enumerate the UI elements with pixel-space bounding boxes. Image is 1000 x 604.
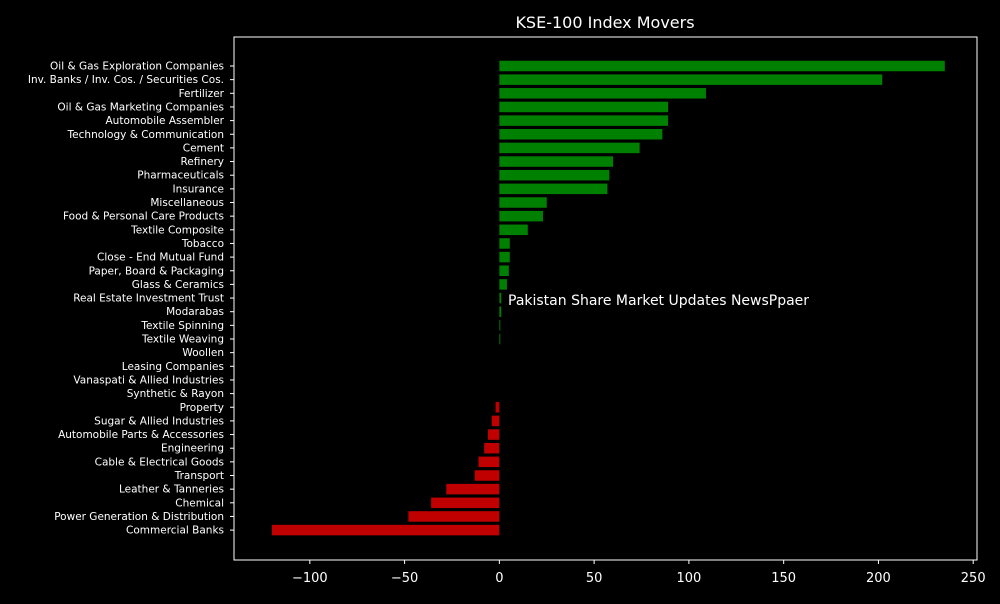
category-label: Inv. Banks / Inv. Cos. / Securities Cos. [28, 74, 224, 86]
bar-cable-electrical-goods [478, 456, 500, 468]
category-label: Modarabas [166, 306, 224, 318]
bar-miscellaneous [499, 197, 547, 208]
category-label: Leather & Tanneries [119, 484, 224, 496]
bar-textile-weaving [499, 333, 501, 345]
bar-inv-banks-inv-cos-securities-cos [499, 74, 883, 85]
category-label: Food & Personal Care Products [63, 211, 224, 223]
category-label: Technology & Communication [67, 129, 224, 141]
bar-glass-ceramics [499, 279, 507, 290]
category-label: Fertilizer [179, 88, 225, 100]
bar-transport [474, 470, 500, 481]
category-label: Transport [174, 470, 224, 482]
category-label: Close - End Mutual Fund [97, 252, 224, 264]
x-tick-label: −100 [292, 571, 328, 586]
bar-pharmaceuticals [499, 169, 610, 181]
category-label: Pharmaceuticals [137, 170, 224, 182]
category-label: Oil & Gas Exploration Companies [50, 61, 224, 73]
bar-commercial-banks [271, 524, 500, 536]
category-label: Real Estate Investment Trust [73, 293, 224, 305]
category-label: Textile Composite [130, 224, 224, 236]
category-label: Automobile Parts & Accessories [58, 429, 224, 441]
watermark-annotation: Pakistan Share Market Updates NewsPpaer [508, 293, 809, 309]
category-label: Property [180, 402, 224, 414]
bar-paper-board-packaging [499, 265, 509, 276]
bar-tobacco [499, 238, 510, 249]
bar-sugar-allied-industries [491, 415, 500, 427]
bar-oil-gas-marketing-companies [499, 101, 669, 113]
category-label: Tobacco [181, 238, 224, 250]
bar-oil-gas-exploration-companies [499, 60, 945, 72]
category-label: Automobile Assembler [106, 115, 225, 127]
category-label: Oil & Gas Marketing Companies [57, 101, 224, 113]
x-tick-label: 100 [676, 571, 701, 586]
bar-engineering [484, 442, 500, 454]
x-tick-label: 50 [586, 571, 603, 586]
category-label: Textile Spinning [140, 320, 224, 332]
bar-textile-spinning [499, 320, 501, 331]
bar-leather-tanneries [446, 483, 500, 495]
x-tick-label: −50 [391, 571, 418, 586]
category-label: Engineering [161, 443, 224, 455]
x-axis-ticks: −100 −50 0 50 100 150 200 250 [292, 560, 986, 586]
category-label: Woollen [182, 347, 224, 359]
category-label: Synthetic & Rayon [127, 388, 224, 400]
bar-fertilizer [499, 88, 706, 99]
x-tick-label: 0 [495, 571, 503, 586]
bars-group [271, 60, 945, 536]
category-label: Cement [183, 142, 224, 154]
bar-food-personal-care-products [499, 210, 543, 222]
category-label: Leasing Companies [122, 361, 224, 373]
bar-real-estate-investment-trust [499, 292, 502, 304]
bar-power-generation-distribution [408, 511, 500, 522]
bar-refinery [499, 156, 614, 167]
bar-insurance [499, 183, 608, 195]
bar-automobile-assembler [499, 115, 669, 126]
category-label: Vanaspati & Allied Industries [73, 374, 224, 386]
category-label: Insurance [172, 183, 224, 195]
x-tick-label: 250 [961, 571, 986, 586]
bar-technology-communication [499, 129, 663, 140]
category-label: Textile Weaving [141, 334, 224, 346]
bar-modarabas [499, 306, 502, 317]
bar-automobile-parts-accessories [487, 429, 500, 440]
category-label: Miscellaneous [150, 197, 224, 209]
category-label: Glass & Ceramics [132, 279, 224, 291]
bar-textile-composite [499, 224, 528, 236]
category-label: Commercial Banks [126, 525, 224, 537]
category-label: Sugar & Allied Industries [94, 415, 224, 427]
x-tick-label: 150 [771, 571, 796, 586]
chart-title: KSE-100 Index Movers [515, 13, 694, 32]
category-label: Paper, Board & Packaging [89, 265, 224, 277]
category-label: Cable & Electrical Goods [95, 456, 224, 468]
x-tick-label: 200 [866, 571, 891, 586]
category-label: Power Generation & Distribution [54, 511, 224, 523]
bar-cement [499, 142, 640, 154]
category-label: Chemical [175, 497, 224, 509]
bar-property [495, 402, 500, 413]
bar-chemical [431, 497, 500, 509]
category-label: Refinery [180, 156, 224, 168]
bar-close-end-mutual-fund [499, 251, 510, 263]
